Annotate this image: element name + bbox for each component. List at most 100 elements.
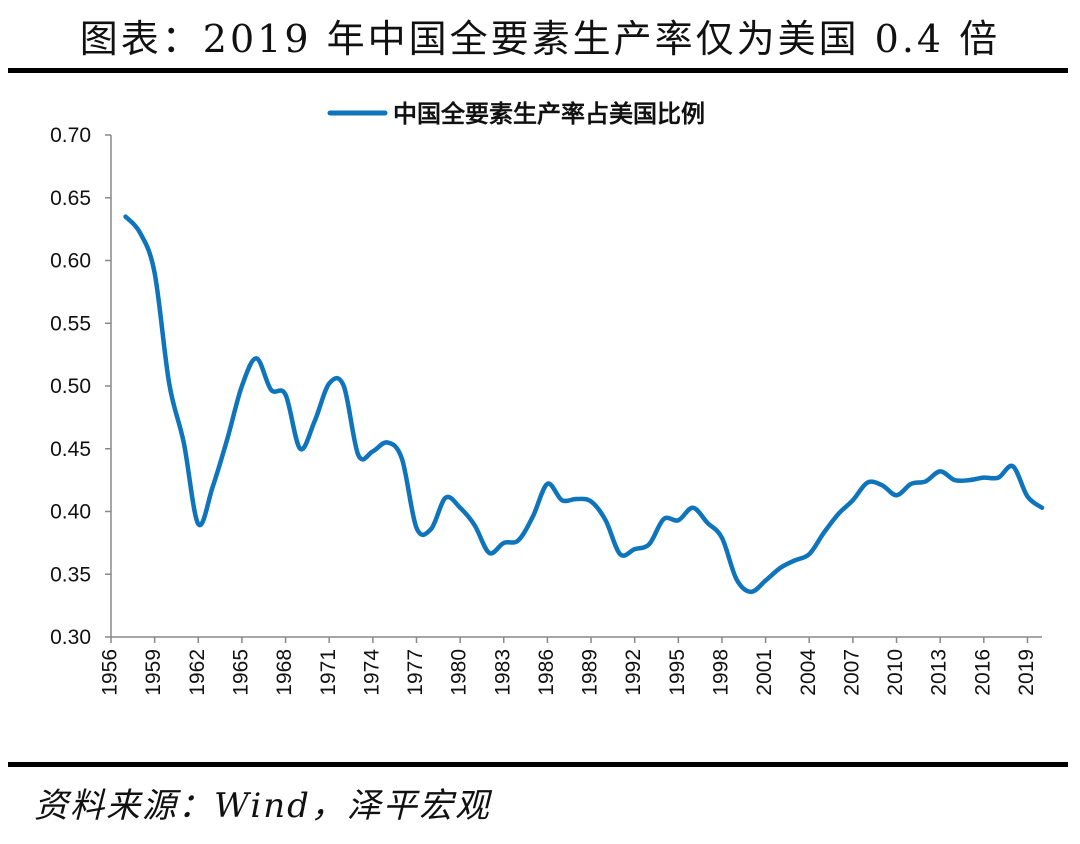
data-point: [865, 481, 869, 485]
data-point: [749, 590, 753, 594]
source-note: 资料来源：Wind，泽平宏观: [34, 786, 491, 826]
y-tick-label: 0.70: [50, 124, 91, 147]
x-tick-label: 1962: [186, 649, 209, 696]
chart-axes: [110, 135, 1042, 638]
x-tick-label: 1992: [622, 649, 645, 696]
title-divider: [8, 68, 1068, 73]
data-point: [662, 517, 666, 521]
x-tick-label: 1956: [99, 649, 122, 696]
x-tick-label: 2004: [797, 649, 820, 696]
data-point: [953, 478, 957, 482]
data-point: [269, 388, 273, 392]
x-tick-label: 2016: [971, 649, 994, 696]
line-chart: 中国全要素生产率占美国比例 0.300.350.400.450.500.550.…: [50, 100, 1045, 696]
data-point: [996, 476, 1000, 480]
data-point: [895, 493, 899, 497]
data-point: [196, 522, 200, 526]
data-point: [342, 384, 346, 388]
data-point: [836, 512, 840, 516]
data-point: [356, 453, 360, 457]
x-tick-label: 1968: [273, 649, 296, 696]
x-tick-label: 2013: [928, 649, 951, 696]
data-point: [575, 497, 579, 501]
data-point: [589, 499, 593, 503]
data-point: [182, 440, 186, 444]
data-point: [211, 484, 215, 488]
data-point: [414, 526, 418, 530]
data-point: [851, 498, 855, 502]
data-point: [618, 552, 622, 556]
data-point: [400, 457, 404, 461]
x-tick-label: 1983: [491, 649, 514, 696]
data-point: [473, 523, 477, 527]
data-point: [429, 527, 433, 531]
data-point: [938, 469, 942, 473]
x-tick-label: 1998: [710, 649, 733, 696]
data-point: [167, 381, 171, 385]
data-point: [735, 577, 739, 581]
legend-label: 中国全要素生产率占美国比例: [393, 100, 705, 128]
data-point: [676, 518, 680, 522]
data-point: [545, 482, 549, 486]
data-point: [880, 483, 884, 487]
y-axis-ticks: 0.30 0.35 0.40 0.45 0.50 0.55 0.60 0.65 0.70: [50, 124, 111, 649]
data-point: [240, 384, 244, 388]
y-tick-label: 0.55: [50, 312, 91, 335]
x-tick-label: 1974: [360, 649, 383, 696]
data-point: [720, 536, 724, 540]
x-axis-ticks: 1956 1959 1962 1965 1968 1971 1974 1977 1980 1983…: [99, 637, 1038, 696]
data-point: [560, 498, 564, 502]
data-point: [778, 566, 782, 570]
y-tick-label: 0.40: [50, 501, 91, 524]
x-tick-label: 1965: [229, 649, 252, 696]
data-point: [502, 541, 506, 545]
x-tick-label: 2019: [1015, 649, 1038, 696]
y-tick-label: 0.30: [50, 626, 91, 649]
chart-legend: 中国全要素生产率占美国比例: [327, 100, 705, 128]
series-line: [123, 214, 1045, 595]
y-tick-label: 0.50: [50, 375, 91, 398]
data-point: [371, 449, 375, 453]
data-point: [705, 521, 709, 525]
data-point: [124, 215, 128, 219]
data-point: [225, 437, 229, 441]
data-point: [807, 552, 811, 556]
data-point: [764, 579, 768, 583]
y-tick-label: 0.65: [50, 187, 91, 210]
data-point: [313, 419, 317, 423]
data-point: [254, 356, 258, 360]
series-points: [124, 215, 1044, 594]
footer-divider: [8, 762, 1068, 767]
x-tick-label: 2001: [753, 649, 776, 696]
x-tick-label: 1980: [448, 649, 471, 696]
data-point: [909, 482, 913, 486]
data-point: [1025, 494, 1029, 498]
page-title: 图表：2019 年中国全要素生产率仅为美国 0.4 倍: [79, 17, 1001, 61]
x-tick-label: 1971: [317, 649, 340, 696]
y-tick-label: 0.45: [50, 438, 91, 461]
data-point: [822, 531, 826, 535]
data-point: [487, 551, 491, 555]
data-point: [284, 393, 288, 397]
data-point: [633, 547, 637, 551]
y-tick-label: 0.60: [50, 250, 91, 273]
x-tick-label: 1986: [535, 649, 558, 696]
y-tick-label: 0.35: [50, 563, 91, 586]
data-point: [982, 476, 986, 480]
data-point: [691, 506, 695, 510]
data-point: [1040, 506, 1044, 510]
data-point: [924, 479, 928, 483]
x-tick-label: 1977: [404, 649, 427, 696]
data-point: [531, 515, 535, 519]
data-point: [327, 381, 331, 385]
data-point: [1011, 464, 1015, 468]
x-tick-label: 2007: [840, 649, 863, 696]
data-point: [153, 271, 157, 275]
data-point: [967, 478, 971, 482]
data-point: [604, 518, 608, 522]
data-point: [647, 542, 651, 546]
data-point: [298, 447, 302, 451]
x-tick-label: 1959: [142, 649, 165, 696]
x-tick-label: 1989: [579, 649, 602, 696]
data-point: [385, 440, 389, 444]
